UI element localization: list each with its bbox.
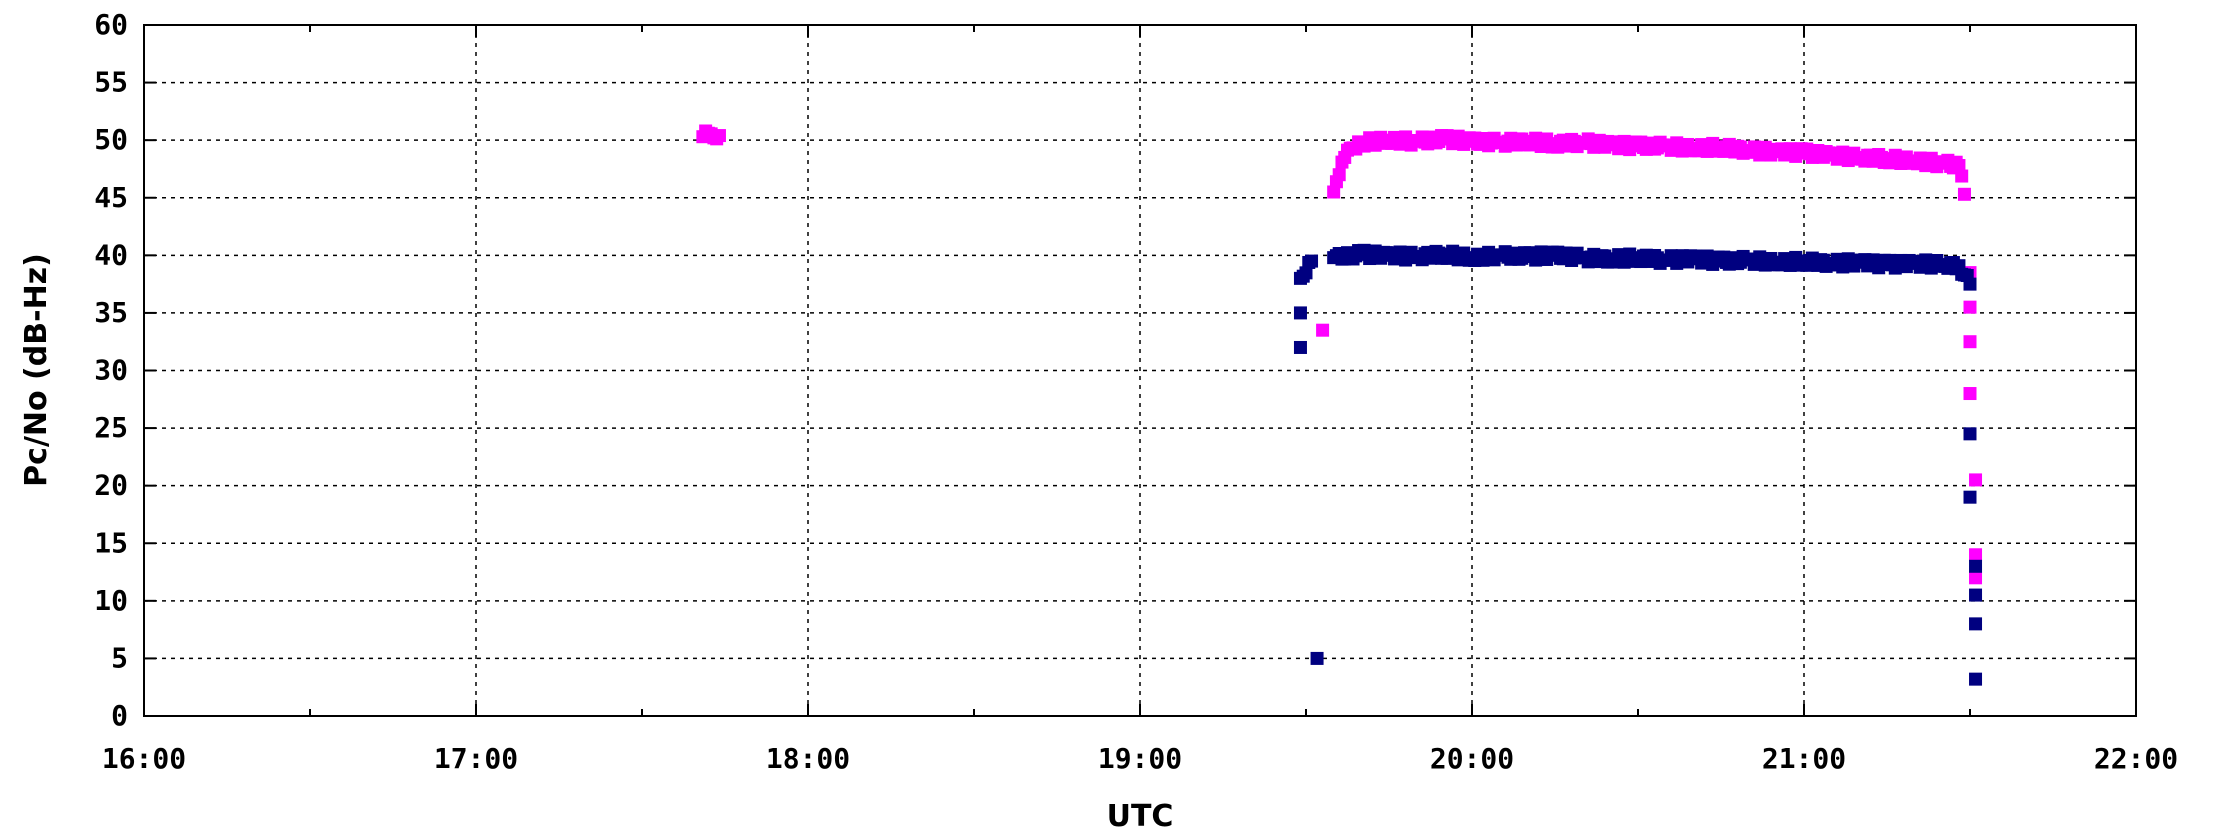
y-tick-label: 60 [94, 8, 128, 41]
data-point [1963, 427, 1977, 441]
y-axis-title: Pc/No (dB-Hz) [19, 253, 54, 487]
y-tick-label: 45 [94, 181, 128, 214]
data-point [1963, 490, 1977, 504]
y-tick-label: 35 [94, 296, 128, 329]
data-point [1293, 306, 1307, 320]
data-point [1960, 269, 1974, 283]
data-point [1963, 300, 1977, 314]
y-tick-label: 55 [94, 66, 128, 99]
data-point [1302, 255, 1316, 269]
data-point [1299, 266, 1313, 280]
data-point [1310, 651, 1324, 665]
x-tick-labels: 16:00 17:00 18:00 19:00 20:00 21:00 22:00 [102, 742, 2178, 775]
data-point [1327, 185, 1341, 199]
x-tick-label: 19:00 [1098, 742, 1182, 775]
y-tick-label: 5 [111, 641, 128, 674]
y-tick-label: 30 [94, 354, 128, 387]
x-tick-label: 21:00 [1762, 742, 1846, 775]
data-point [1293, 340, 1307, 354]
x-tick-label: 22:00 [2094, 742, 2178, 775]
y-tick-label: 0 [111, 699, 128, 732]
data-point [710, 132, 724, 146]
x-tick-label: 18:00 [766, 742, 850, 775]
data-point [1969, 617, 1983, 631]
y-tick-label: 10 [94, 584, 128, 617]
y-tick-labels: 0 5 10 15 20 25 30 35 40 45 50 55 60 [94, 8, 128, 732]
data-point [1963, 387, 1977, 401]
data-point [1969, 672, 1983, 686]
data-point [1329, 175, 1343, 189]
axis-ticks [143, 24, 2137, 717]
data-points [696, 124, 1983, 686]
y-tick-label: 50 [94, 123, 128, 156]
data-point [1316, 323, 1330, 337]
data-point [1969, 473, 1983, 487]
grid-lines [144, 25, 2136, 716]
data-point [1969, 559, 1983, 573]
y-tick-label: 15 [94, 526, 128, 559]
data-point [1955, 169, 1969, 183]
data-point [1969, 588, 1983, 602]
x-tick-label: 16:00 [102, 742, 186, 775]
data-point [1957, 187, 1971, 201]
x-tick-label: 17:00 [434, 742, 518, 775]
data-point [1949, 155, 1963, 169]
data-point [1969, 548, 1983, 562]
data-point [1969, 571, 1983, 585]
y-tick-label: 25 [94, 411, 128, 444]
data-point [1963, 335, 1977, 349]
y-tick-label: 20 [94, 469, 128, 502]
series-0-points [696, 124, 1983, 585]
y-tick-label: 40 [94, 238, 128, 271]
x-axis-title: UTC [1107, 799, 1174, 834]
series-1-points [1293, 243, 1983, 686]
data-point [1335, 155, 1349, 169]
x-tick-label: 20:00 [1430, 742, 1514, 775]
